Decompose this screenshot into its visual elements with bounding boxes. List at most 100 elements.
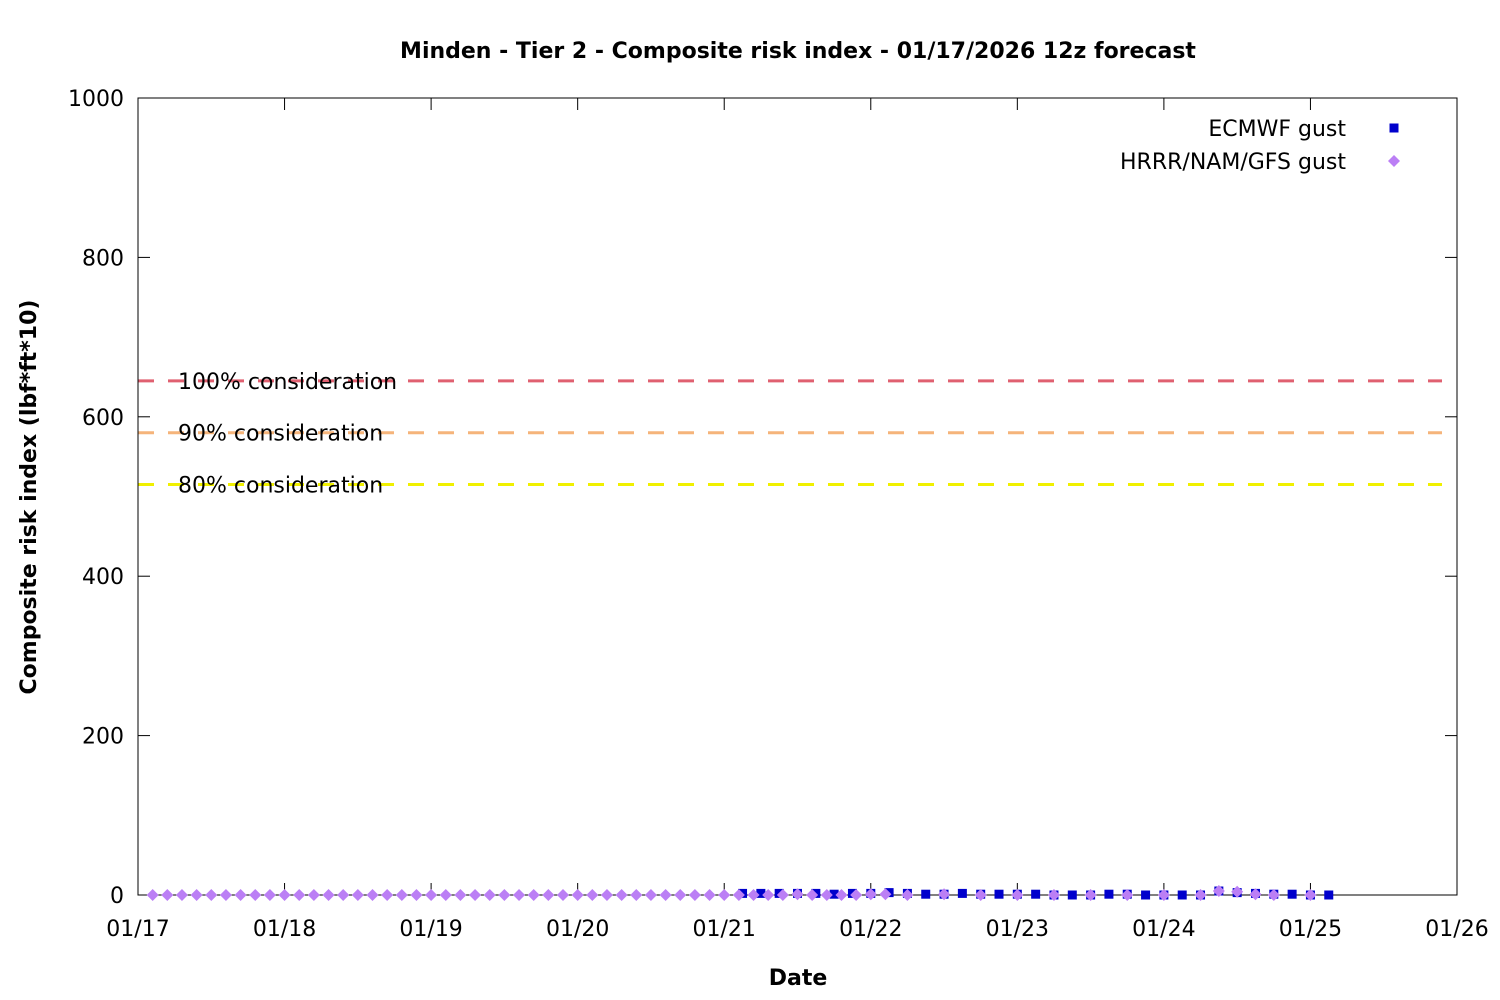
x-tick-label: 01/26 [1425, 917, 1488, 942]
data-point-diamond [146, 889, 159, 901]
chart-title: Minden - Tier 2 - Composite risk index -… [400, 39, 1196, 64]
y-tick-label: 600 [82, 406, 124, 431]
data-point-diamond [879, 888, 892, 901]
series-hrrr-nam-gfs-gust [146, 885, 1317, 901]
data-point-diamond [410, 889, 423, 901]
data-point-diamond [1304, 889, 1317, 901]
data-point-diamond [175, 889, 188, 901]
data-point-diamond [439, 889, 452, 901]
data-point-diamond [1194, 889, 1207, 901]
data-point-diamond [234, 889, 247, 901]
data-point-diamond [571, 889, 584, 901]
data-point-diamond [864, 888, 877, 901]
data-point-diamond [483, 889, 496, 901]
threshold-lines: 100% consideration 90% consideration 80% c… [138, 370, 1442, 499]
data-point-diamond [278, 889, 291, 901]
data-point-square [994, 889, 1004, 899]
data-point-diamond [498, 889, 511, 901]
data-point-diamond [1011, 889, 1024, 901]
data-point-diamond [381, 889, 394, 901]
x-tick-label: 01/24 [1132, 917, 1195, 942]
data-point-diamond [600, 889, 613, 901]
data-point-square [1324, 890, 1334, 900]
data-point-diamond [366, 889, 379, 901]
legend-label: ECMWF gust [1208, 117, 1346, 142]
y-tick-label: 1000 [68, 87, 124, 112]
axes: 0 200 400 600 800 1000 01/17 01/18 01/19 01/20 01/… [68, 87, 1489, 942]
legend-marker [1389, 123, 1399, 133]
data-point-diamond [557, 889, 570, 901]
threshold-label: 80% consideration [178, 474, 383, 499]
x-axis-label: Date [769, 966, 828, 991]
data-point-diamond [630, 889, 643, 901]
data-point-diamond [1249, 888, 1262, 901]
data-point-square [829, 889, 839, 899]
data-point-square [1104, 889, 1114, 899]
y-axis-label: Composite risk index (lbf*ft*10) [17, 300, 42, 695]
threshold-label: 90% consideration [178, 422, 383, 447]
data-point-square [957, 888, 967, 898]
y-tick-label: 0 [110, 884, 124, 909]
x-tick-label: 01/25 [1279, 917, 1342, 942]
data-point-diamond [1157, 889, 1170, 901]
data-point-diamond [776, 889, 789, 901]
data-point-diamond [747, 889, 760, 901]
data-point-diamond [322, 889, 335, 901]
threshold-label: 100% consideration [178, 370, 397, 395]
data-point-diamond [820, 889, 833, 901]
data-point-diamond [806, 889, 819, 901]
data-point-diamond [454, 889, 467, 901]
data-point-diamond [469, 889, 482, 901]
data-point-diamond [219, 889, 232, 901]
data-point-diamond [337, 889, 350, 901]
data-point-diamond [249, 889, 262, 901]
legend: ECMWF gust HRRR/NAM/GFS gust [1120, 117, 1400, 175]
data-point-diamond [1121, 889, 1134, 901]
data-point-diamond [205, 889, 218, 901]
data-points [146, 885, 1334, 901]
data-point-diamond [190, 889, 203, 901]
data-point-diamond [659, 889, 672, 901]
data-point-diamond [615, 889, 628, 901]
data-point-diamond [901, 889, 914, 901]
legend-marker [1388, 155, 1400, 167]
data-point-square [1141, 890, 1151, 900]
data-point-diamond [762, 889, 775, 901]
data-point-square [1287, 889, 1297, 899]
data-point-diamond [703, 889, 716, 901]
y-tick-label: 800 [82, 246, 124, 271]
data-point-diamond [688, 889, 701, 901]
data-point-diamond [674, 889, 687, 901]
data-point-diamond [1267, 889, 1280, 901]
data-point-diamond [835, 889, 848, 901]
data-point-diamond [718, 889, 731, 901]
data-point-diamond [263, 889, 276, 901]
data-point-diamond [974, 889, 987, 901]
data-point-diamond [425, 889, 438, 901]
data-point-square [1067, 890, 1077, 900]
data-point-diamond [395, 889, 408, 901]
data-point-diamond [1084, 889, 1097, 901]
x-tick-label: 01/22 [839, 917, 902, 942]
legend-label: HRRR/NAM/GFS gust [1120, 150, 1346, 175]
data-point-diamond [644, 889, 657, 901]
data-point-diamond [161, 889, 174, 901]
data-point-diamond [586, 889, 599, 901]
data-point-diamond [513, 889, 526, 901]
data-point-square [1177, 890, 1187, 900]
x-tick-label: 01/20 [546, 917, 609, 942]
data-point-diamond [791, 888, 804, 901]
data-point-diamond [293, 889, 306, 901]
x-tick-label: 01/18 [253, 917, 316, 942]
data-point-diamond [1212, 885, 1225, 898]
data-point-diamond [938, 888, 951, 901]
data-point-square [756, 888, 766, 898]
x-tick-label: 01/17 [106, 917, 169, 942]
x-tick-label: 01/19 [399, 917, 462, 942]
data-point-diamond [307, 889, 320, 901]
data-point-diamond [527, 889, 540, 901]
x-tick-label: 01/21 [693, 917, 756, 942]
data-point-diamond [351, 889, 364, 901]
data-point-diamond [850, 889, 863, 901]
